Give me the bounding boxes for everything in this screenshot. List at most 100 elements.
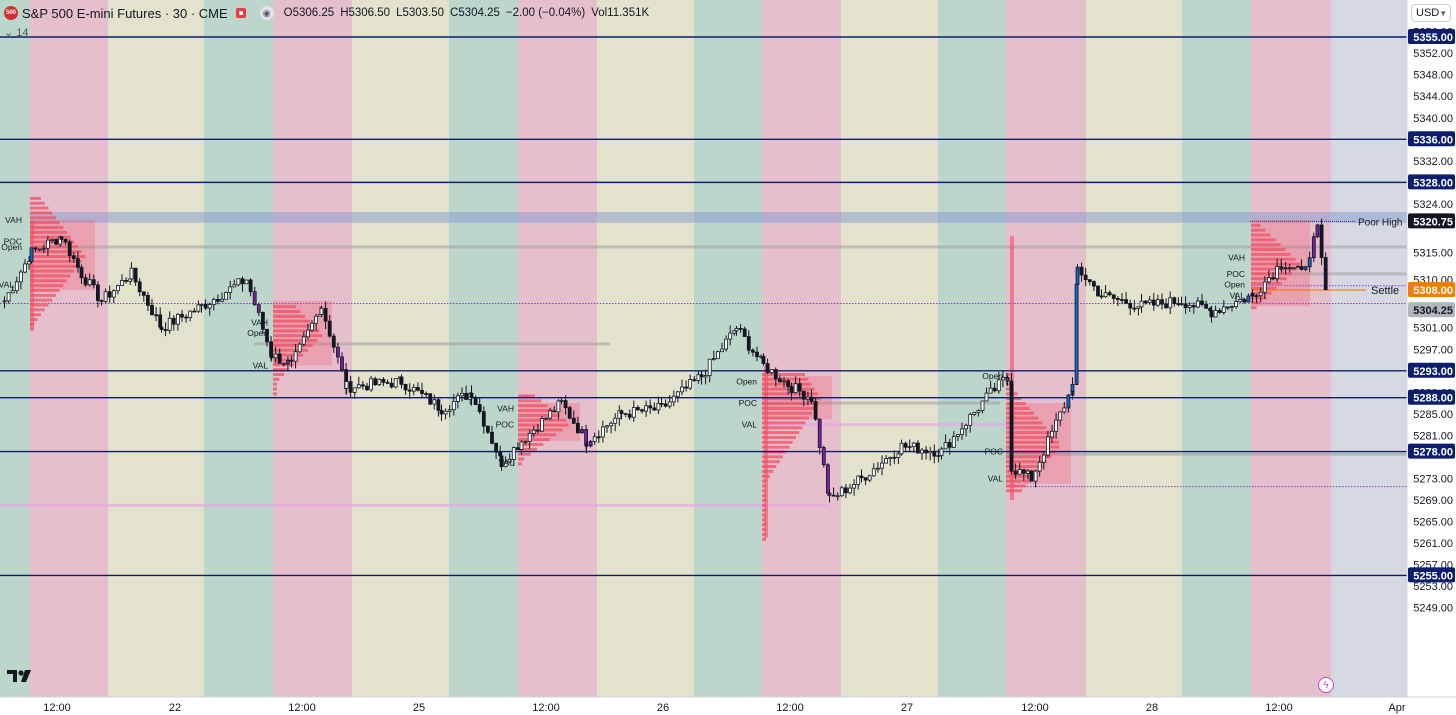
profile-row <box>30 196 42 200</box>
profile-row <box>762 426 803 430</box>
candle-body <box>1315 224 1320 238</box>
candle-body <box>640 409 644 412</box>
profile-row <box>762 465 777 469</box>
session-band <box>30 0 108 697</box>
candle-body <box>393 378 398 388</box>
profile-row <box>30 269 75 273</box>
candle-body <box>1299 266 1304 270</box>
candle-body <box>932 450 937 457</box>
profile-row <box>518 394 535 398</box>
candle-body <box>499 455 504 468</box>
profile-row <box>1006 455 1052 459</box>
lightning-icon[interactable]: ϟ <box>1318 677 1334 693</box>
candle-body <box>1164 303 1168 309</box>
profile-row <box>273 339 318 343</box>
session-band <box>204 0 273 697</box>
profile-row <box>518 438 550 442</box>
candle-body <box>27 261 32 265</box>
profile-label-val: VAL <box>253 360 269 370</box>
currency-selector[interactable]: USD ▼ <box>1411 4 1451 22</box>
candle-body <box>943 442 948 450</box>
candle-body <box>839 487 844 497</box>
candle-body <box>436 399 441 411</box>
candle-body <box>1001 376 1005 381</box>
candle-body <box>588 440 593 447</box>
price-marker-label: 5293.00 <box>1413 366 1453 378</box>
symbol-title[interactable]: S&P 500 E-mini Futures · 30 · CME <box>22 5 228 21</box>
profile-row <box>762 406 816 410</box>
price-marker-label: 5336.00 <box>1413 134 1453 146</box>
candle-body <box>1066 394 1071 409</box>
candle-body <box>773 369 778 380</box>
profile-label-val: VAL <box>499 457 515 467</box>
candle-body <box>1271 277 1275 280</box>
profile-row <box>518 404 548 408</box>
candle-body <box>1258 291 1263 297</box>
candle-body <box>1187 305 1192 309</box>
price-tick-label: 5344.00 <box>1413 91 1453 103</box>
profile-row <box>273 324 315 328</box>
candle-body <box>103 291 108 302</box>
candle-body <box>1087 279 1092 283</box>
candle-body <box>519 441 524 450</box>
time-tick-label: 28 <box>1146 702 1158 714</box>
candle-body <box>1311 236 1316 259</box>
candle-body <box>584 444 589 447</box>
candle-body <box>41 247 46 250</box>
candle-body <box>972 412 977 415</box>
candle-body <box>348 381 353 393</box>
candle-body <box>738 327 743 330</box>
eye-icon[interactable]: ◉ <box>259 6 274 20</box>
candle-body <box>765 363 770 374</box>
candle-body <box>224 292 229 300</box>
candle-body <box>10 290 15 294</box>
candle-body <box>1074 283 1079 385</box>
candle-body <box>609 422 613 427</box>
price-tick-label: 5348.00 <box>1413 70 1453 82</box>
candle-body <box>821 447 826 466</box>
profile-row <box>762 411 813 415</box>
market-status-icon[interactable] <box>235 8 246 18</box>
price-tick-label: 5261.00 <box>1413 538 1453 550</box>
profile-stem <box>30 220 34 328</box>
candle-body <box>876 467 880 470</box>
candle-body <box>806 396 810 400</box>
profile-row <box>518 452 531 456</box>
profile-row <box>1006 402 1026 406</box>
candle-body <box>1242 299 1247 303</box>
chart-legend: 500 S&P 500 E-mini Futures · 30 · CME ◉ … <box>4 4 655 22</box>
candle-body <box>732 330 737 334</box>
candle-body <box>1303 266 1308 270</box>
profile-row <box>762 431 800 435</box>
candle-body <box>636 407 640 411</box>
profile-row <box>1251 252 1291 256</box>
candle-body <box>559 400 564 402</box>
candle-body <box>79 266 84 279</box>
candle-body <box>1058 411 1063 421</box>
candle-body <box>619 410 624 414</box>
candle-body <box>956 434 960 437</box>
candle-body <box>180 313 184 318</box>
candle-body <box>596 436 601 439</box>
indicator-legend[interactable]: ⌄ 14 <box>4 26 29 39</box>
profile-row <box>1006 431 1051 435</box>
profile-row <box>30 274 71 278</box>
profile-row <box>762 440 793 444</box>
candle-body <box>1151 299 1156 306</box>
profile-row <box>1006 372 1010 376</box>
profile-row <box>762 416 809 420</box>
candle-body <box>1116 298 1120 300</box>
tradingview-logo-icon[interactable] <box>7 668 33 684</box>
chevron-down-icon[interactable]: ⌄ <box>4 27 14 39</box>
candle-body <box>813 401 818 420</box>
profile-row <box>30 327 34 331</box>
candle-body <box>323 307 328 322</box>
price-marker-badge <box>1408 567 1455 583</box>
profile-row <box>1006 440 1059 444</box>
profile-row <box>30 255 86 259</box>
candle-body <box>1291 267 1296 270</box>
candle-body <box>1262 281 1267 293</box>
candle-body <box>14 281 19 292</box>
candle-body <box>460 392 464 397</box>
